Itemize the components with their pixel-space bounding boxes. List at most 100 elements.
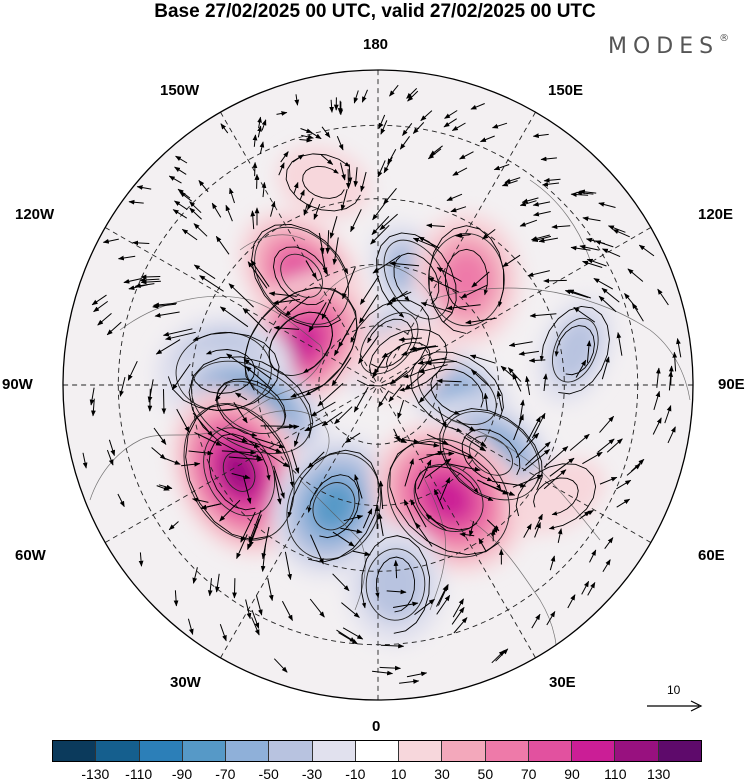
wind-vector (162, 328, 193, 337)
wind-vector (389, 291, 412, 302)
circulation-streamline (369, 328, 448, 392)
wind-vector (97, 313, 112, 326)
coastline-segment (89, 295, 323, 501)
colorbar-tick-label: -90 (171, 766, 193, 782)
wind-vector (308, 302, 327, 333)
wind-vector (446, 463, 481, 472)
wind-vector (261, 119, 267, 131)
wind-vector (601, 248, 621, 258)
colorbar-segment (485, 741, 529, 761)
wind-vector (410, 345, 439, 352)
circulation-streamline (215, 378, 287, 437)
wind-vector (398, 337, 422, 342)
circulation-streamline (445, 248, 489, 311)
wind-vector (181, 228, 198, 241)
wind-vector (193, 223, 208, 237)
wind-vector (317, 382, 344, 407)
wind-vector (582, 451, 603, 465)
wind-vector (377, 512, 384, 537)
wind-vector (479, 135, 495, 143)
wind-vector (496, 390, 503, 412)
wind-vector (587, 581, 596, 596)
wind-vector (371, 215, 390, 236)
wind-vector (589, 549, 597, 563)
wind-vector (420, 302, 453, 314)
wind-vector (226, 437, 261, 448)
wind-vector (304, 421, 326, 432)
colorbar-tick-label: -110 (125, 766, 153, 782)
wind-vector (519, 219, 538, 227)
colorbar-tick-label: -10 (345, 766, 366, 782)
wind-vector (469, 354, 496, 364)
wind-vector (350, 209, 362, 233)
wind-vector (471, 271, 490, 288)
colorbar-tick-label: 110 (604, 766, 627, 782)
circulation-streamline (393, 252, 440, 304)
wind-vector (333, 325, 352, 357)
wind-vector (273, 325, 300, 331)
wind-vector (377, 160, 386, 178)
wind-vector (127, 360, 138, 381)
wind-vector (163, 457, 181, 465)
anomaly-fill (441, 249, 491, 310)
circulation-streamline (375, 556, 416, 613)
wind-vector (394, 436, 408, 443)
wind-vector (436, 378, 462, 384)
wind-vector (340, 188, 348, 211)
wind-vector (626, 463, 641, 476)
anomaly-fill (551, 316, 600, 384)
colorbar-segment (226, 741, 270, 761)
wind-vector (612, 229, 630, 238)
wind-vector (299, 137, 313, 143)
wind-vector (290, 385, 323, 398)
colorbar-segment (572, 741, 616, 761)
map-title: Base 27/02/2025 00 UTC, valid 27/02/2025… (154, 1, 596, 22)
wind-vector (586, 340, 592, 363)
wind-vector (534, 513, 543, 530)
wind-vector (538, 237, 558, 243)
wind-vector (438, 406, 447, 429)
colorbar-tick-label: 10 (390, 766, 407, 782)
colorbar-segment (269, 741, 313, 761)
wind-vector (251, 436, 286, 449)
wind-vector (259, 141, 265, 155)
wind-vector (340, 527, 363, 534)
wind-vector (519, 200, 537, 207)
lon-label-90e: 90E (718, 376, 745, 393)
wind-vector (631, 302, 644, 322)
wind-vector (586, 258, 607, 267)
wind-vector (389, 84, 399, 97)
wind-vector (443, 447, 474, 459)
wind-vector (294, 432, 300, 447)
wind-vector (522, 449, 551, 472)
circulation-streamline (428, 225, 504, 334)
colorbar (52, 740, 702, 762)
colorbar-tick-label: -70 (215, 766, 236, 782)
wind-vector (495, 648, 509, 662)
wind-vector (529, 313, 557, 318)
wind-vector (482, 482, 516, 496)
wind-vector (397, 399, 405, 419)
wind-vector (418, 382, 438, 403)
wind-vector (240, 511, 256, 543)
wind-vector (192, 412, 214, 437)
meridian-line (379, 111, 536, 382)
wind-vector (332, 573, 350, 592)
wind-vector (543, 469, 567, 490)
wind-vector (310, 401, 336, 417)
wind-vector (153, 427, 167, 445)
wind-vector (134, 283, 155, 288)
circulation-streamline (389, 440, 502, 556)
wind-vector (381, 346, 400, 358)
wind-vector (407, 90, 419, 102)
anomaly-contour (413, 464, 484, 532)
wind-vector (268, 291, 297, 297)
meridian-line (381, 227, 652, 384)
wind-vector (444, 110, 458, 119)
wind-vector (281, 600, 293, 622)
wind-vector (181, 461, 201, 467)
wind-vector (599, 415, 614, 433)
wind-vector (493, 164, 510, 171)
circulation-streamline (285, 153, 361, 212)
wind-vector (370, 224, 390, 245)
